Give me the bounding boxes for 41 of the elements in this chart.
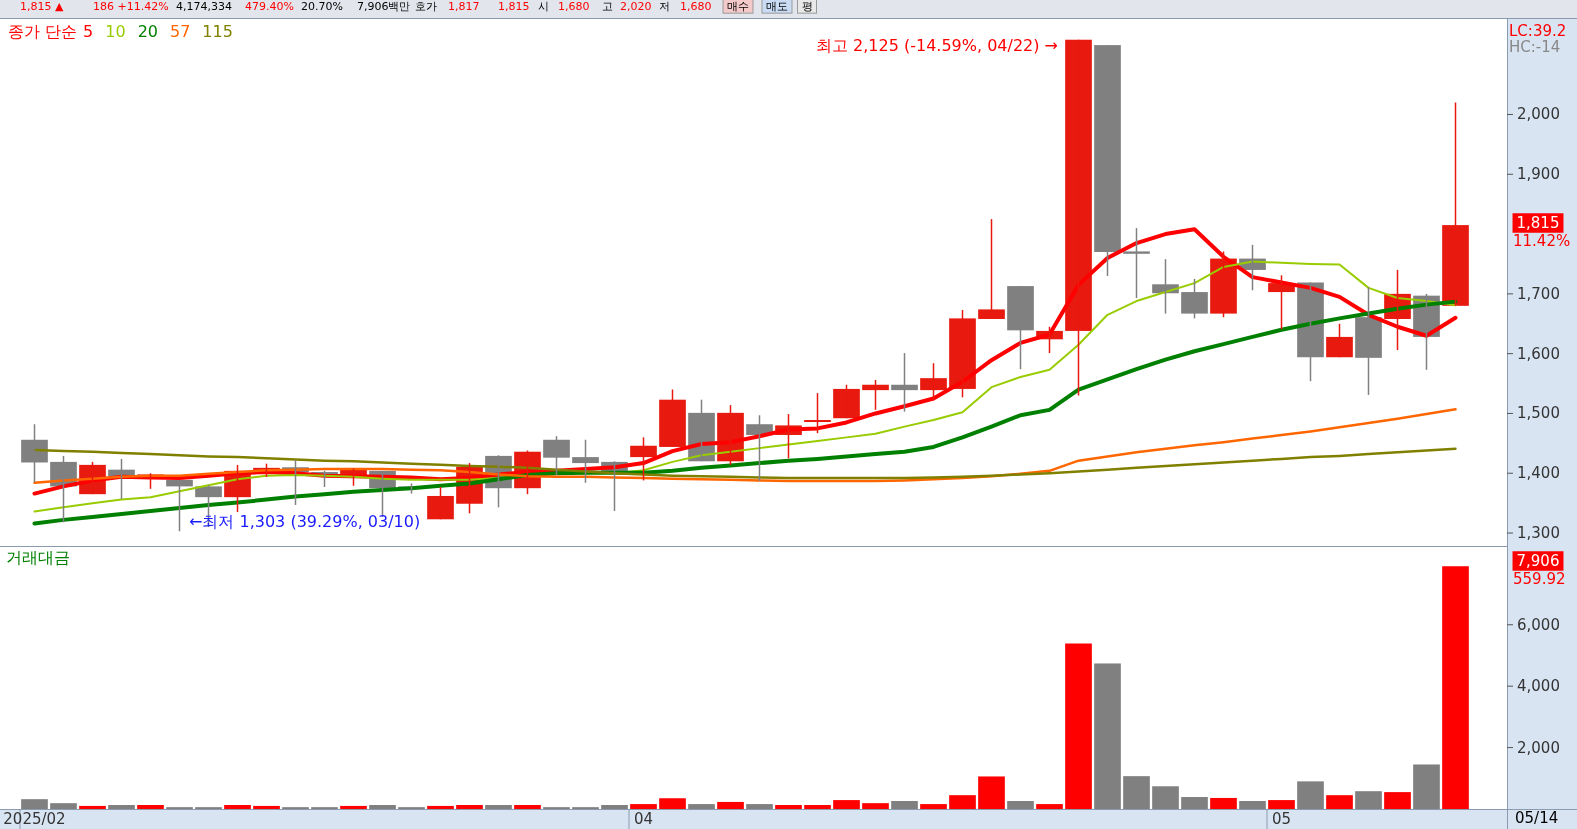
text: 매수 [727,0,749,13]
y-tick-label: 1,900 [1517,165,1560,184]
text: 186 +11.42% [93,0,169,13]
y-tick-label: 2,000 [1517,105,1560,124]
text: 1,817 [448,0,480,13]
text: 매도 [766,0,788,13]
text: 2,020 [620,0,652,13]
text: 7,906백만 [357,0,411,13]
y-tick-label: 2,000 [1517,738,1560,757]
text: 479.40% [245,0,294,13]
x-tick-label: 05 [1271,810,1292,828]
y-tick-label: 1,600 [1517,344,1560,363]
y-tick-label: 1,400 [1517,464,1560,483]
y-tick-label: 1,300 [1517,524,1560,543]
text: 05/14 [1515,809,1559,827]
text: 11.42% [1513,232,1571,250]
text: 고 [602,0,613,13]
text: 559.92 [1513,570,1566,588]
x-tick-label: 2025/02 [3,810,66,828]
y-tick-label: 1,700 [1517,284,1560,303]
text: 호가 [415,0,437,13]
y-tick-label: 6,000 [1517,615,1560,634]
text: 저 [659,0,670,13]
text: HC:-14 [1509,38,1561,56]
text: 1,680 [680,0,712,13]
text: 평 [801,0,813,13]
text: 1,815 [498,0,530,13]
text: 시 [538,0,549,13]
text: 7,906 [1516,552,1560,570]
legend: 종가 단순 5 10 20 57 115 [8,21,233,41]
x-tick-label: 04 [633,810,654,828]
chart-title: 거래대금 [6,547,70,567]
text: 1,815 ▲ [20,0,64,13]
text: 1,680 [558,0,590,13]
text: 4,174,334 [176,0,232,13]
y-tick-label: 1,500 [1517,404,1560,423]
text: LC:39.2 [1509,22,1567,40]
text: 20.70% [301,0,343,13]
text: 1,815 [1516,214,1560,232]
y-tick-label: 4,000 [1517,677,1560,696]
annotation: 최고 2,125 (-14.59%, 04/22) → [815,35,1058,55]
